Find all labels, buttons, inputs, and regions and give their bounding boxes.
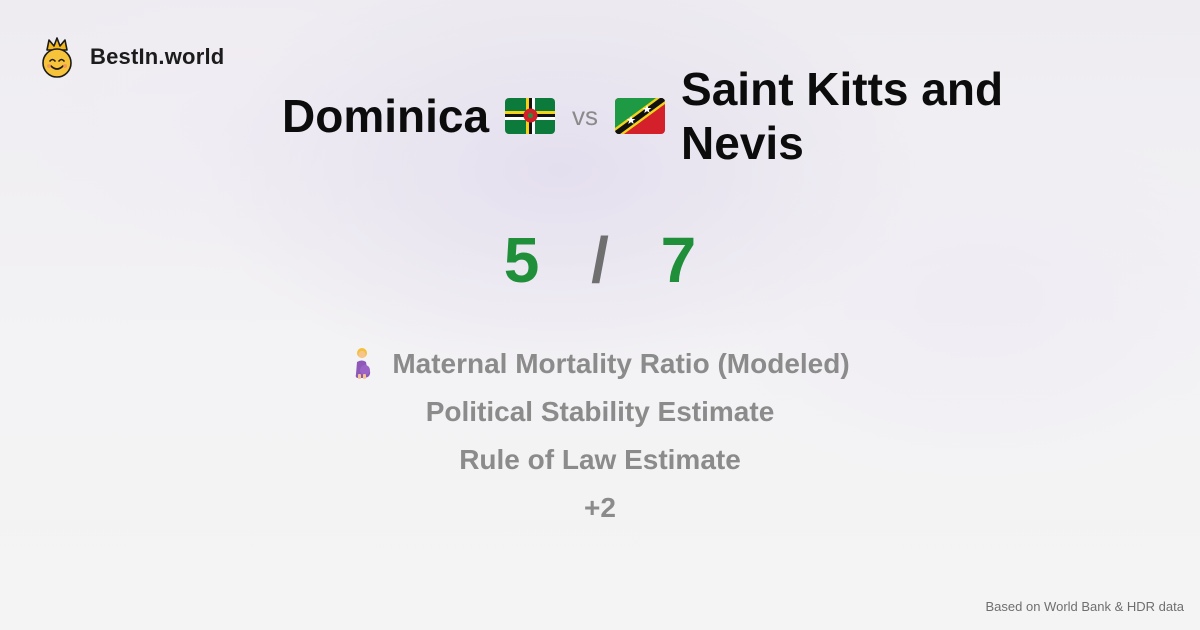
metric-item: Political Stability Estimate [0, 390, 1200, 438]
metric-label: Rule of Law Estimate [459, 444, 741, 475]
pregnant-woman-icon [356, 348, 371, 379]
crown-smiley-icon [42, 37, 72, 78]
metric-label: Maternal Mortality Ratio (Modeled) [392, 348, 850, 379]
score-country-a: 5 [503, 224, 540, 296]
brand-header[interactable]: BestIn.world [38, 36, 224, 78]
more-metrics-count: +2 [0, 486, 1200, 534]
dominica-flag-icon [505, 98, 556, 134]
country-b-name: Saint Kitts and Nevis [681, 63, 1004, 169]
metric-label: +2 [584, 492, 616, 523]
brand-name: BestIn.world [90, 44, 225, 69]
data-source-note: Based on World Bank & HDR data [985, 599, 1184, 614]
vs-label: vs [572, 101, 599, 131]
score-country-b: 7 [660, 224, 697, 296]
metric-item: Rule of Law Estimate [0, 438, 1200, 486]
metric-list: Maternal Mortality Ratio (Modeled) Polit… [0, 342, 1200, 534]
comparison-title: Dominica vs Saint Kitts and Nevis [282, 62, 1061, 170]
metric-label: Political Stability Estimate [425, 396, 775, 427]
country-a-name: Dominica [282, 90, 490, 142]
metric-item: Maternal Mortality Ratio (Modeled) [0, 342, 1200, 390]
saint-kitts-and-nevis-flag-icon [615, 98, 666, 134]
score: 5 / 7 [0, 224, 1200, 296]
score-separator: / [591, 224, 609, 296]
